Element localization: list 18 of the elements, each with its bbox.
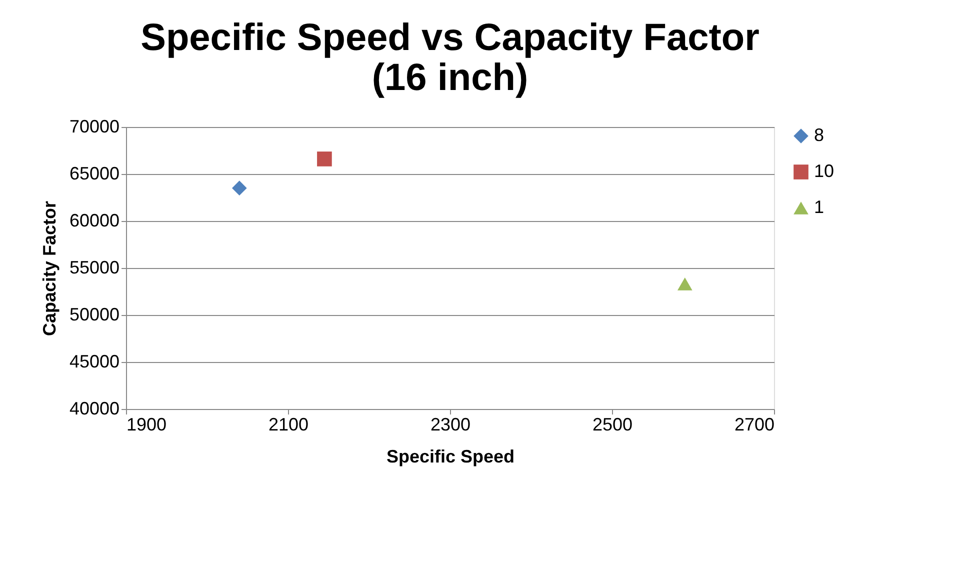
legend-label: 1 [814, 197, 824, 217]
x-tick-label: 2100 [268, 414, 309, 434]
y-tick-label: 50000 [69, 304, 120, 324]
x-tick-label: 2700 [734, 414, 774, 434]
y-tick-label: 40000 [69, 398, 120, 418]
x-axis-title: Specific Speed [386, 446, 515, 466]
x-tick-label: 2500 [592, 414, 633, 434]
y-tick-label: 45000 [69, 352, 120, 372]
chart-title: Specific Speed vs Capacity Factor (16 inch) [140, 17, 760, 99]
x-tick-label: 2300 [430, 414, 471, 434]
y-tick-label: 55000 [69, 258, 120, 278]
y-tick-label: 70000 [69, 116, 120, 136]
legend-label: 8 [814, 125, 824, 145]
y-tick-label: 60000 [69, 210, 120, 230]
x-tick-label: 1900 [126, 414, 167, 434]
y-axis-title: Capacity Factor [39, 200, 60, 336]
y-tick-label: 65000 [69, 164, 120, 184]
legend-label: 10 [814, 161, 834, 181]
